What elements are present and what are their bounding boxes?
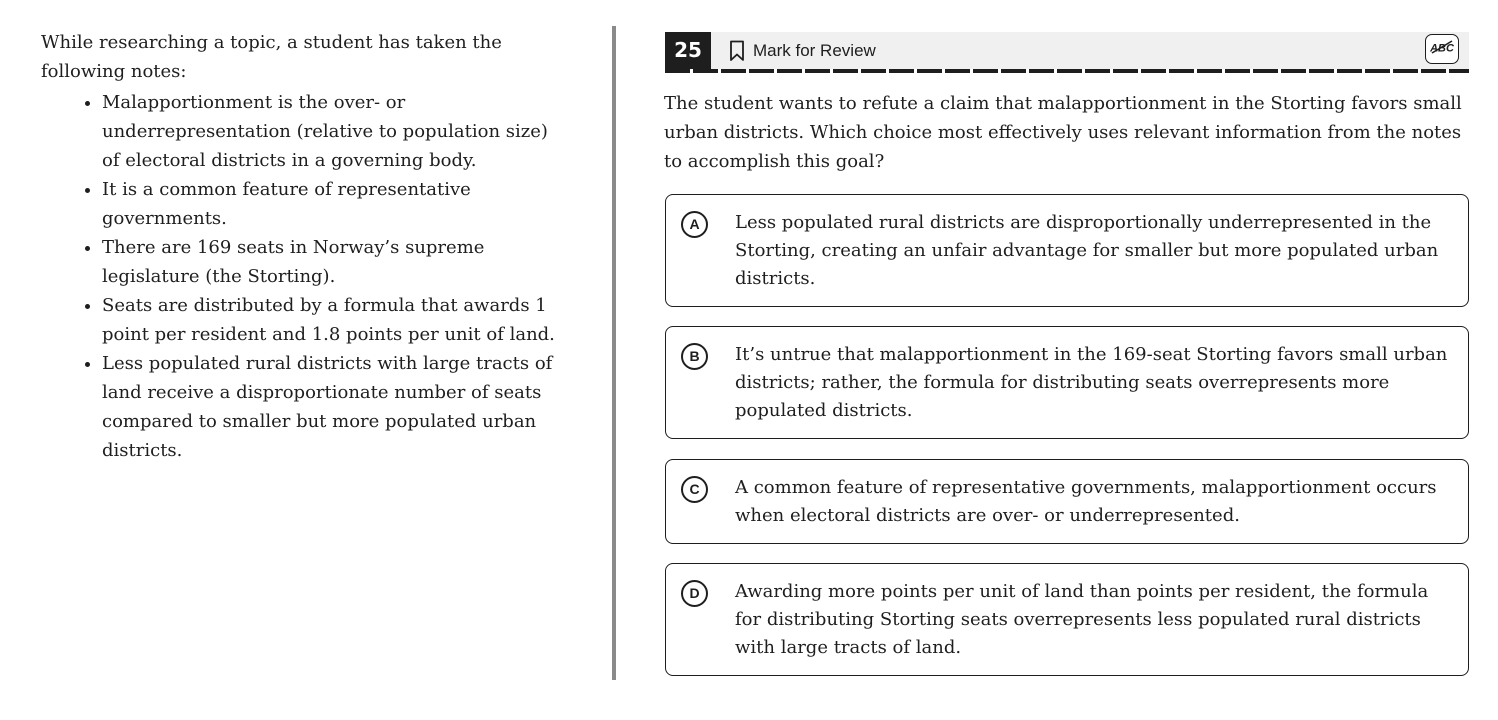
question-stem: The student wants to refute a claim that…: [664, 93, 1462, 172]
choice-text-a: Less populated rural districts are dispr…: [735, 212, 1439, 289]
pane-divider[interactable]: [612, 26, 616, 680]
notes-list: Malapportionment is the over- or underre…: [41, 88, 561, 465]
passage-intro: While researching a topic, a student has…: [41, 32, 502, 82]
note-item: Malapportionment is the over- or underre…: [102, 88, 561, 175]
mark-for-review-label: Mark for Review: [753, 40, 876, 60]
choice-letter-c: C: [681, 476, 708, 503]
header-dashed-rule: [665, 69, 1469, 73]
question-header: 25 Mark for Review ABC: [665, 32, 1469, 69]
choice-text-b: It’s untrue that malapportionment in the…: [735, 344, 1448, 421]
choice-d[interactable]: D Awarding more points per unit of land …: [665, 563, 1469, 676]
choice-letter-b: B: [681, 343, 708, 370]
note-item: Less populated rural districts with larg…: [102, 349, 561, 465]
choice-text-c: A common feature of representative gover…: [735, 477, 1437, 526]
choice-text-d: Awarding more points per unit of land th…: [735, 581, 1429, 658]
note-item: It is a common feature of representative…: [102, 175, 561, 233]
abc-strikethrough-icon: ABC: [1429, 38, 1455, 60]
mark-for-review-button[interactable]: Mark for Review: [729, 32, 876, 69]
note-item: There are 169 seats in Norway’s supreme …: [102, 233, 561, 291]
choice-b[interactable]: B It’s untrue that malapportionment in t…: [665, 326, 1469, 439]
answer-eliminator-button[interactable]: ABC: [1425, 34, 1459, 64]
choice-letter-a: A: [681, 211, 708, 238]
choice-letter-d: D: [681, 580, 708, 607]
choice-a[interactable]: A Less populated rural districts are dis…: [665, 194, 1469, 307]
choice-c[interactable]: C A common feature of representative gov…: [665, 459, 1469, 544]
bookmark-icon: [729, 40, 745, 62]
note-item: Seats are distributed by a formula that …: [102, 291, 561, 349]
question-number: 25: [665, 32, 711, 69]
passage-pane: While researching a topic, a student has…: [41, 28, 561, 465]
